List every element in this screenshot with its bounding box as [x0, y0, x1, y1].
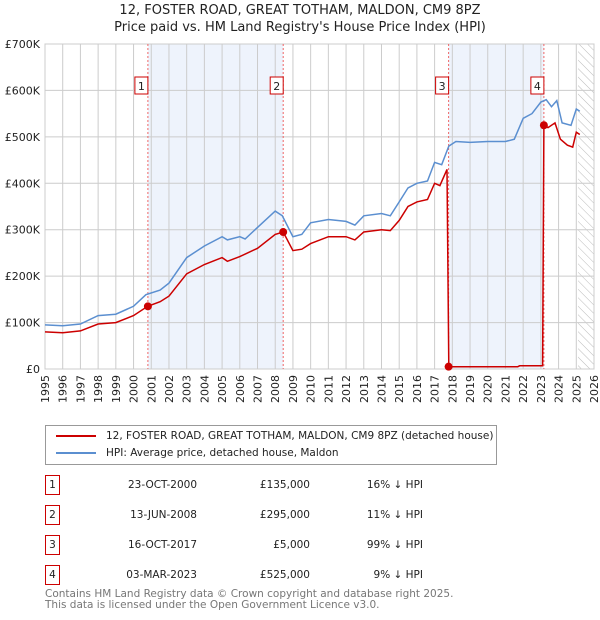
- x-tick-label: 2015: [393, 375, 406, 403]
- x-tick-label: 2017: [429, 375, 442, 403]
- sale-number-badge: 4: [45, 565, 60, 585]
- sale-label-border: [530, 76, 545, 95]
- sale-number-badge: 3: [45, 535, 60, 555]
- legend-item-hpi: HPI: Average price, detached house, Mald…: [56, 447, 339, 459]
- chart-subtitle: Price paid vs. HM Land Registry's House …: [114, 20, 486, 35]
- x-tick-label: 2025: [570, 375, 583, 403]
- x-tick-label: 2012: [340, 375, 353, 403]
- sale-date: 03-MAR-2023: [126, 569, 197, 581]
- sale-point: [444, 362, 453, 371]
- chart-title: 12, FOSTER ROAD, GREAT TOTHAM, MALDON, C…: [119, 3, 481, 18]
- x-tick-label: 2022: [517, 375, 530, 403]
- y-tick-label: £500K: [5, 131, 41, 144]
- x-tick-label: 2023: [535, 375, 548, 403]
- x-tick-label: 1998: [92, 375, 105, 403]
- footer-licence: This data is licensed under the Open Gov…: [45, 599, 380, 611]
- transaction-row: 3 16-OCT-2017 £5,000 99% ↓ HPI: [45, 535, 495, 555]
- y-tick-label: £300K: [5, 224, 41, 237]
- sale-date: 13-JUN-2008: [130, 509, 197, 521]
- sale-date: 16-OCT-2017: [128, 539, 197, 551]
- transaction-row: 2 13-JUN-2008 £295,000 11% ↓ HPI: [45, 505, 495, 525]
- sale-point: [539, 121, 548, 130]
- y-tick-label: £400K: [5, 177, 41, 190]
- x-tick-label: 2008: [269, 375, 282, 403]
- sale-number-badge: 2: [45, 505, 60, 525]
- x-tick-label: 2018: [446, 375, 459, 403]
- x-tick-label: 2016: [411, 375, 424, 403]
- transaction-row: 4 03-MAR-2023 £525,000 9% ↓ HPI: [45, 565, 495, 585]
- price-chart: 1995 1996 1997 1998 1999 2000 2001 2002 2003 2004…: [5, 38, 600, 403]
- x-tick-label: 2006: [234, 375, 247, 403]
- sale-price: £135,000: [259, 479, 310, 491]
- y-tick-label: £0: [26, 363, 40, 376]
- x-tick-label: 2024: [553, 375, 566, 403]
- footer: Contains HM Land Registry data © Crown c…: [45, 589, 453, 611]
- x-tick-label: 2003: [181, 375, 194, 403]
- x-tick-label: 2019: [464, 375, 477, 403]
- legend-swatch-property: [56, 435, 96, 437]
- property-price-line: [44, 121, 581, 368]
- sale-point: [279, 228, 288, 237]
- x-tick-label: 2020: [482, 375, 495, 403]
- legend: 12, FOSTER ROAD, GREAT TOTHAM, MALDON, C…: [45, 425, 497, 465]
- sale-label-box: 4: [530, 76, 545, 95]
- sale-number-badge: 1: [45, 475, 60, 495]
- x-tick-label: 1996: [57, 375, 70, 403]
- y-tick-label: £200K: [5, 270, 41, 283]
- x-tick-label: 1995: [39, 375, 52, 403]
- shaded-range: [448, 44, 544, 369]
- x-tick-label: 2005: [216, 375, 229, 403]
- plot-border: [44, 43, 595, 370]
- sale-label-border: [269, 76, 284, 95]
- x-tick-label: 2000: [128, 375, 141, 403]
- sale-date: 23-OCT-2000: [128, 479, 197, 491]
- y-tick-label: £600K: [5, 84, 41, 97]
- hpi-line: [44, 98, 581, 327]
- sale-price: £295,000: [259, 509, 310, 521]
- sale-label-box: 1: [134, 76, 149, 95]
- x-tick-label: 2013: [358, 375, 371, 403]
- x-tick-label: 2007: [252, 375, 265, 403]
- x-tick-label: 2001: [145, 375, 158, 403]
- sale-label-border: [435, 76, 450, 95]
- y-tick-label: £100K: [5, 317, 41, 330]
- x-tick-label: 2004: [198, 375, 211, 403]
- x-tick-label: 2011: [322, 375, 335, 403]
- sale-label-number: 4: [534, 80, 541, 93]
- x-tick-label: 2002: [163, 375, 176, 403]
- sale-price: £525,000: [259, 569, 310, 581]
- sale-label-number: 2: [273, 80, 280, 93]
- sale-label-box: 3: [435, 76, 450, 95]
- hpi-diff: 16% ↓ HPI: [366, 479, 423, 491]
- forecast-hatch: [578, 44, 594, 369]
- x-tick-label: 2010: [305, 375, 318, 403]
- legend-label-property: 12, FOSTER ROAD, GREAT TOTHAM, MALDON, C…: [106, 430, 494, 442]
- sale-label-number: 1: [138, 80, 145, 93]
- x-tick-label: 2021: [499, 375, 512, 403]
- sale-label-box: 2: [269, 76, 284, 95]
- x-tick-label: 2014: [375, 375, 388, 403]
- legend-swatch-hpi: [56, 452, 96, 454]
- sale-label-number: 3: [439, 80, 446, 93]
- legend-label-hpi: HPI: Average price, detached house, Mald…: [106, 447, 339, 459]
- x-tick-label: 2009: [287, 375, 300, 403]
- x-tick-label: 2026: [588, 375, 600, 403]
- legend-item-property: 12, FOSTER ROAD, GREAT TOTHAM, MALDON, C…: [56, 430, 493, 442]
- x-tick-label: 1997: [74, 375, 87, 403]
- sale-point: [143, 302, 152, 311]
- y-tick-label: £700K: [5, 38, 41, 51]
- sale-label-border: [134, 76, 149, 95]
- transaction-row: 1 23-OCT-2000 £135,000 16% ↓ HPI: [45, 475, 495, 495]
- sale-price: £5,000: [273, 539, 310, 551]
- footer-copyright: Contains HM Land Registry data © Crown c…: [45, 588, 454, 600]
- hpi-diff: 9% ↓ HPI: [373, 569, 423, 581]
- hpi-diff: 99% ↓ HPI: [366, 539, 423, 551]
- shaded-range: [147, 44, 284, 369]
- x-tick-label: 1999: [110, 375, 123, 403]
- hpi-diff: 11% ↓ HPI: [366, 509, 423, 521]
